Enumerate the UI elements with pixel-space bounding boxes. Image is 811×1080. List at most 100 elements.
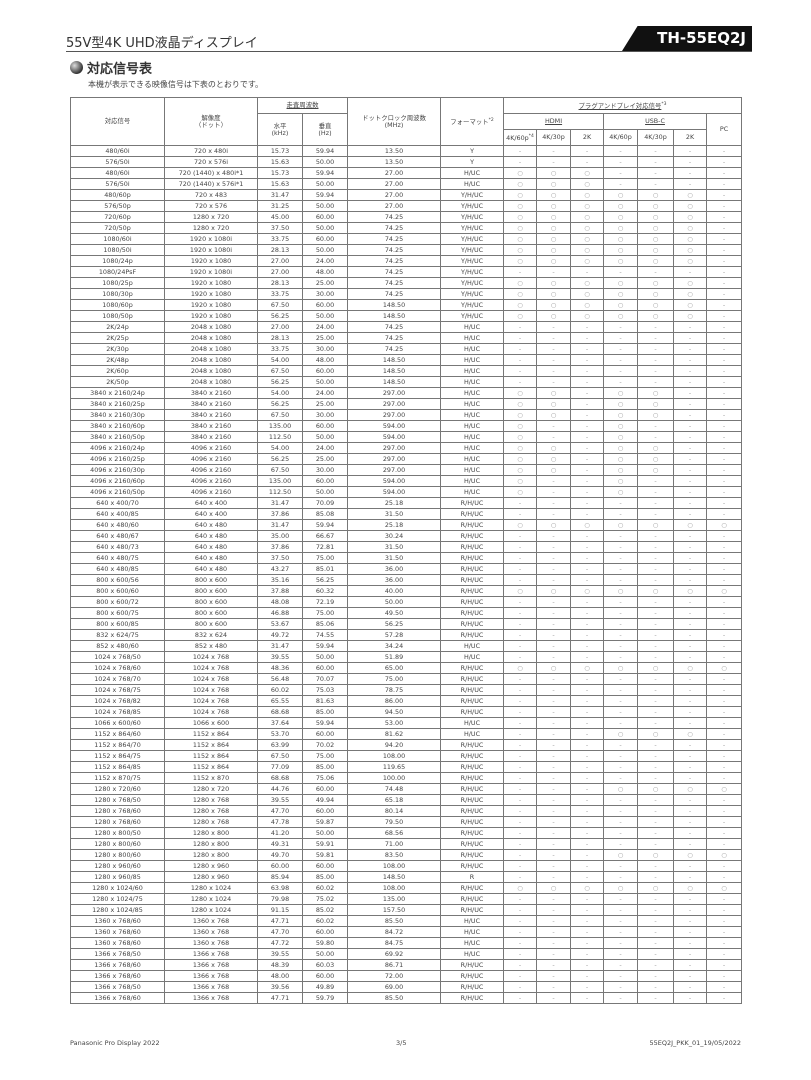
cell-signal: 480/60p xyxy=(70,189,165,201)
table-row: 2K/24p 2048 x 1080 27.00 24.00 74.25 H/UC - - - -… xyxy=(70,321,743,333)
cell-hdmi-2k: - xyxy=(570,343,605,355)
cell-format: R/H/UC xyxy=(440,552,505,564)
table-row: 1066 x 600/60 1066 x 600 37.64 59.94 53.00 H/… xyxy=(70,717,743,729)
cell-dot-clock: 31.50 xyxy=(347,552,442,564)
cell-resolution: 640 x 480 xyxy=(164,519,258,531)
cell-vertical-hz: 60.02 xyxy=(301,882,349,894)
cell-signal: 800 x 600/60 xyxy=(70,585,165,597)
cell-format: H/UC xyxy=(440,948,505,960)
cell-resolution: 1152 x 864 xyxy=(164,728,258,740)
cell-usbc-2k: - xyxy=(673,552,708,564)
cell-pc: - xyxy=(706,266,743,278)
cell-vertical-hz: 60.00 xyxy=(301,860,349,872)
cell-hdmi-2k: - xyxy=(570,596,605,608)
cell-hdmi-4k30: - xyxy=(536,970,572,982)
cell-pc: - xyxy=(706,915,743,927)
cell-usbc-4k60: - xyxy=(603,816,639,828)
cell-vertical-hz: 49.94 xyxy=(301,794,349,806)
cell-usbc-4k30: ○ xyxy=(637,255,675,267)
cell-usbc-4k30: - xyxy=(637,497,675,509)
cell-hdmi-4k30: - xyxy=(536,475,572,487)
cell-horizontal-khz: 49.72 xyxy=(257,629,303,641)
cell-vertical-hz: 56.25 xyxy=(301,574,349,586)
cell-hdmi-4k30: - xyxy=(536,849,572,861)
cell-vertical-hz: 50.00 xyxy=(301,222,349,234)
cell-dot-clock: 85.50 xyxy=(347,915,442,927)
cell-vertical-hz: 75.00 xyxy=(301,607,349,619)
cell-hdmi-4k30: ○ xyxy=(536,288,572,300)
cell-pc: - xyxy=(706,563,743,575)
cell-hdmi-4k30: - xyxy=(536,684,572,696)
cell-usbc-2k: ○ xyxy=(673,728,708,740)
header-plug-and-play: プラグアンドプレイ対応信号*3 xyxy=(503,97,743,114)
cell-horizontal-khz: 31.25 xyxy=(257,200,303,212)
cell-hdmi-4k30: - xyxy=(536,838,572,850)
cell-vertical-hz: 60.00 xyxy=(301,728,349,740)
cell-usbc-2k: ○ xyxy=(673,299,708,311)
cell-hdmi-2k: - xyxy=(570,761,605,773)
cell-usbc-4k30: - xyxy=(637,508,675,520)
cell-resolution: 1920 x 1080i xyxy=(164,244,258,256)
cell-vertical-hz: 85.02 xyxy=(301,904,349,916)
cell-format: R/H/UC xyxy=(440,684,505,696)
cell-usbc-4k60: - xyxy=(603,640,639,652)
cell-pc: - xyxy=(706,464,743,476)
cell-resolution: 1280 x 1024 xyxy=(164,893,258,905)
cell-usbc-4k30: - xyxy=(637,376,675,388)
cell-hdmi-4k60: ○ xyxy=(503,464,538,476)
cell-dot-clock: 148.50 xyxy=(347,376,442,388)
cell-hdmi-2k: - xyxy=(570,981,605,993)
cell-usbc-4k30: - xyxy=(637,750,675,762)
cell-dot-clock: 148.50 xyxy=(347,871,442,883)
cell-vertical-hz: 25.00 xyxy=(301,277,349,289)
cell-resolution: 1066 x 600 xyxy=(164,717,258,729)
cell-signal: 1024 x 768/82 xyxy=(70,695,165,707)
cell-hdmi-4k60: ○ xyxy=(503,409,538,421)
cell-format: Y xyxy=(440,156,505,168)
cell-hdmi-2k: ○ xyxy=(570,662,605,674)
cell-hdmi-2k: - xyxy=(570,497,605,509)
cell-usbc-4k60: - xyxy=(603,530,639,542)
cell-resolution: 3840 x 2160 xyxy=(164,431,258,443)
cell-usbc-4k60: - xyxy=(603,618,639,630)
cell-hdmi-4k60: - xyxy=(503,827,538,839)
cell-usbc-2k: - xyxy=(673,145,708,157)
cell-format: R/H/UC xyxy=(440,530,505,542)
cell-usbc-2k: - xyxy=(673,816,708,828)
header-pc: PC xyxy=(706,113,743,146)
cell-horizontal-khz: 31.47 xyxy=(257,519,303,531)
cell-vertical-hz: 24.00 xyxy=(301,387,349,399)
cell-usbc-2k: - xyxy=(673,332,708,344)
cell-usbc-2k: ○ xyxy=(673,211,708,223)
table-row: 1080/60p 1920 x 1080 67.50 60.00 148.50 Y/H/U… xyxy=(70,299,743,311)
cell-pc: - xyxy=(706,618,743,630)
cell-usbc-2k: ○ xyxy=(673,288,708,300)
cell-pc: - xyxy=(706,992,743,1004)
table-row: 640 x 400/70 640 x 400 31.47 70.09 25.18 R/H/… xyxy=(70,497,743,509)
cell-horizontal-khz: 67.50 xyxy=(257,750,303,762)
cell-usbc-2k: ○ xyxy=(673,585,708,597)
cell-hdmi-4k60: - xyxy=(503,266,538,278)
cell-resolution: 1152 x 870 xyxy=(164,772,258,784)
cell-signal: 576/50i xyxy=(70,156,165,168)
cell-usbc-4k60: - xyxy=(603,761,639,773)
cell-pc: - xyxy=(706,189,743,201)
cell-pc: - xyxy=(706,981,743,993)
table-row: 3840 x 2160/60p 3840 x 2160 135.00 60.00 594… xyxy=(70,420,743,432)
cell-hdmi-4k30: - xyxy=(536,871,572,883)
cell-hdmi-4k30: - xyxy=(536,893,572,905)
cell-signal: 4096 x 2160/60p xyxy=(70,475,165,487)
cell-resolution: 4096 x 2160 xyxy=(164,475,258,487)
cell-dot-clock: 74.25 xyxy=(347,343,442,355)
cell-usbc-4k60: - xyxy=(603,772,639,784)
cell-horizontal-khz: 56.25 xyxy=(257,398,303,410)
cell-usbc-4k60: - xyxy=(603,167,639,179)
cell-vertical-hz: 50.00 xyxy=(301,948,349,960)
cell-usbc-2k: - xyxy=(673,431,708,443)
cell-resolution: 1366 x 768 xyxy=(164,992,258,1004)
table-row: 852 x 480/60 852 x 480 31.47 59.94 34.24 H/UC… xyxy=(70,640,743,652)
cell-usbc-4k60: - xyxy=(603,937,639,949)
cell-vertical-hz: 60.00 xyxy=(301,926,349,938)
cell-dot-clock: 74.25 xyxy=(347,211,442,223)
cell-vertical-hz: 60.32 xyxy=(301,585,349,597)
